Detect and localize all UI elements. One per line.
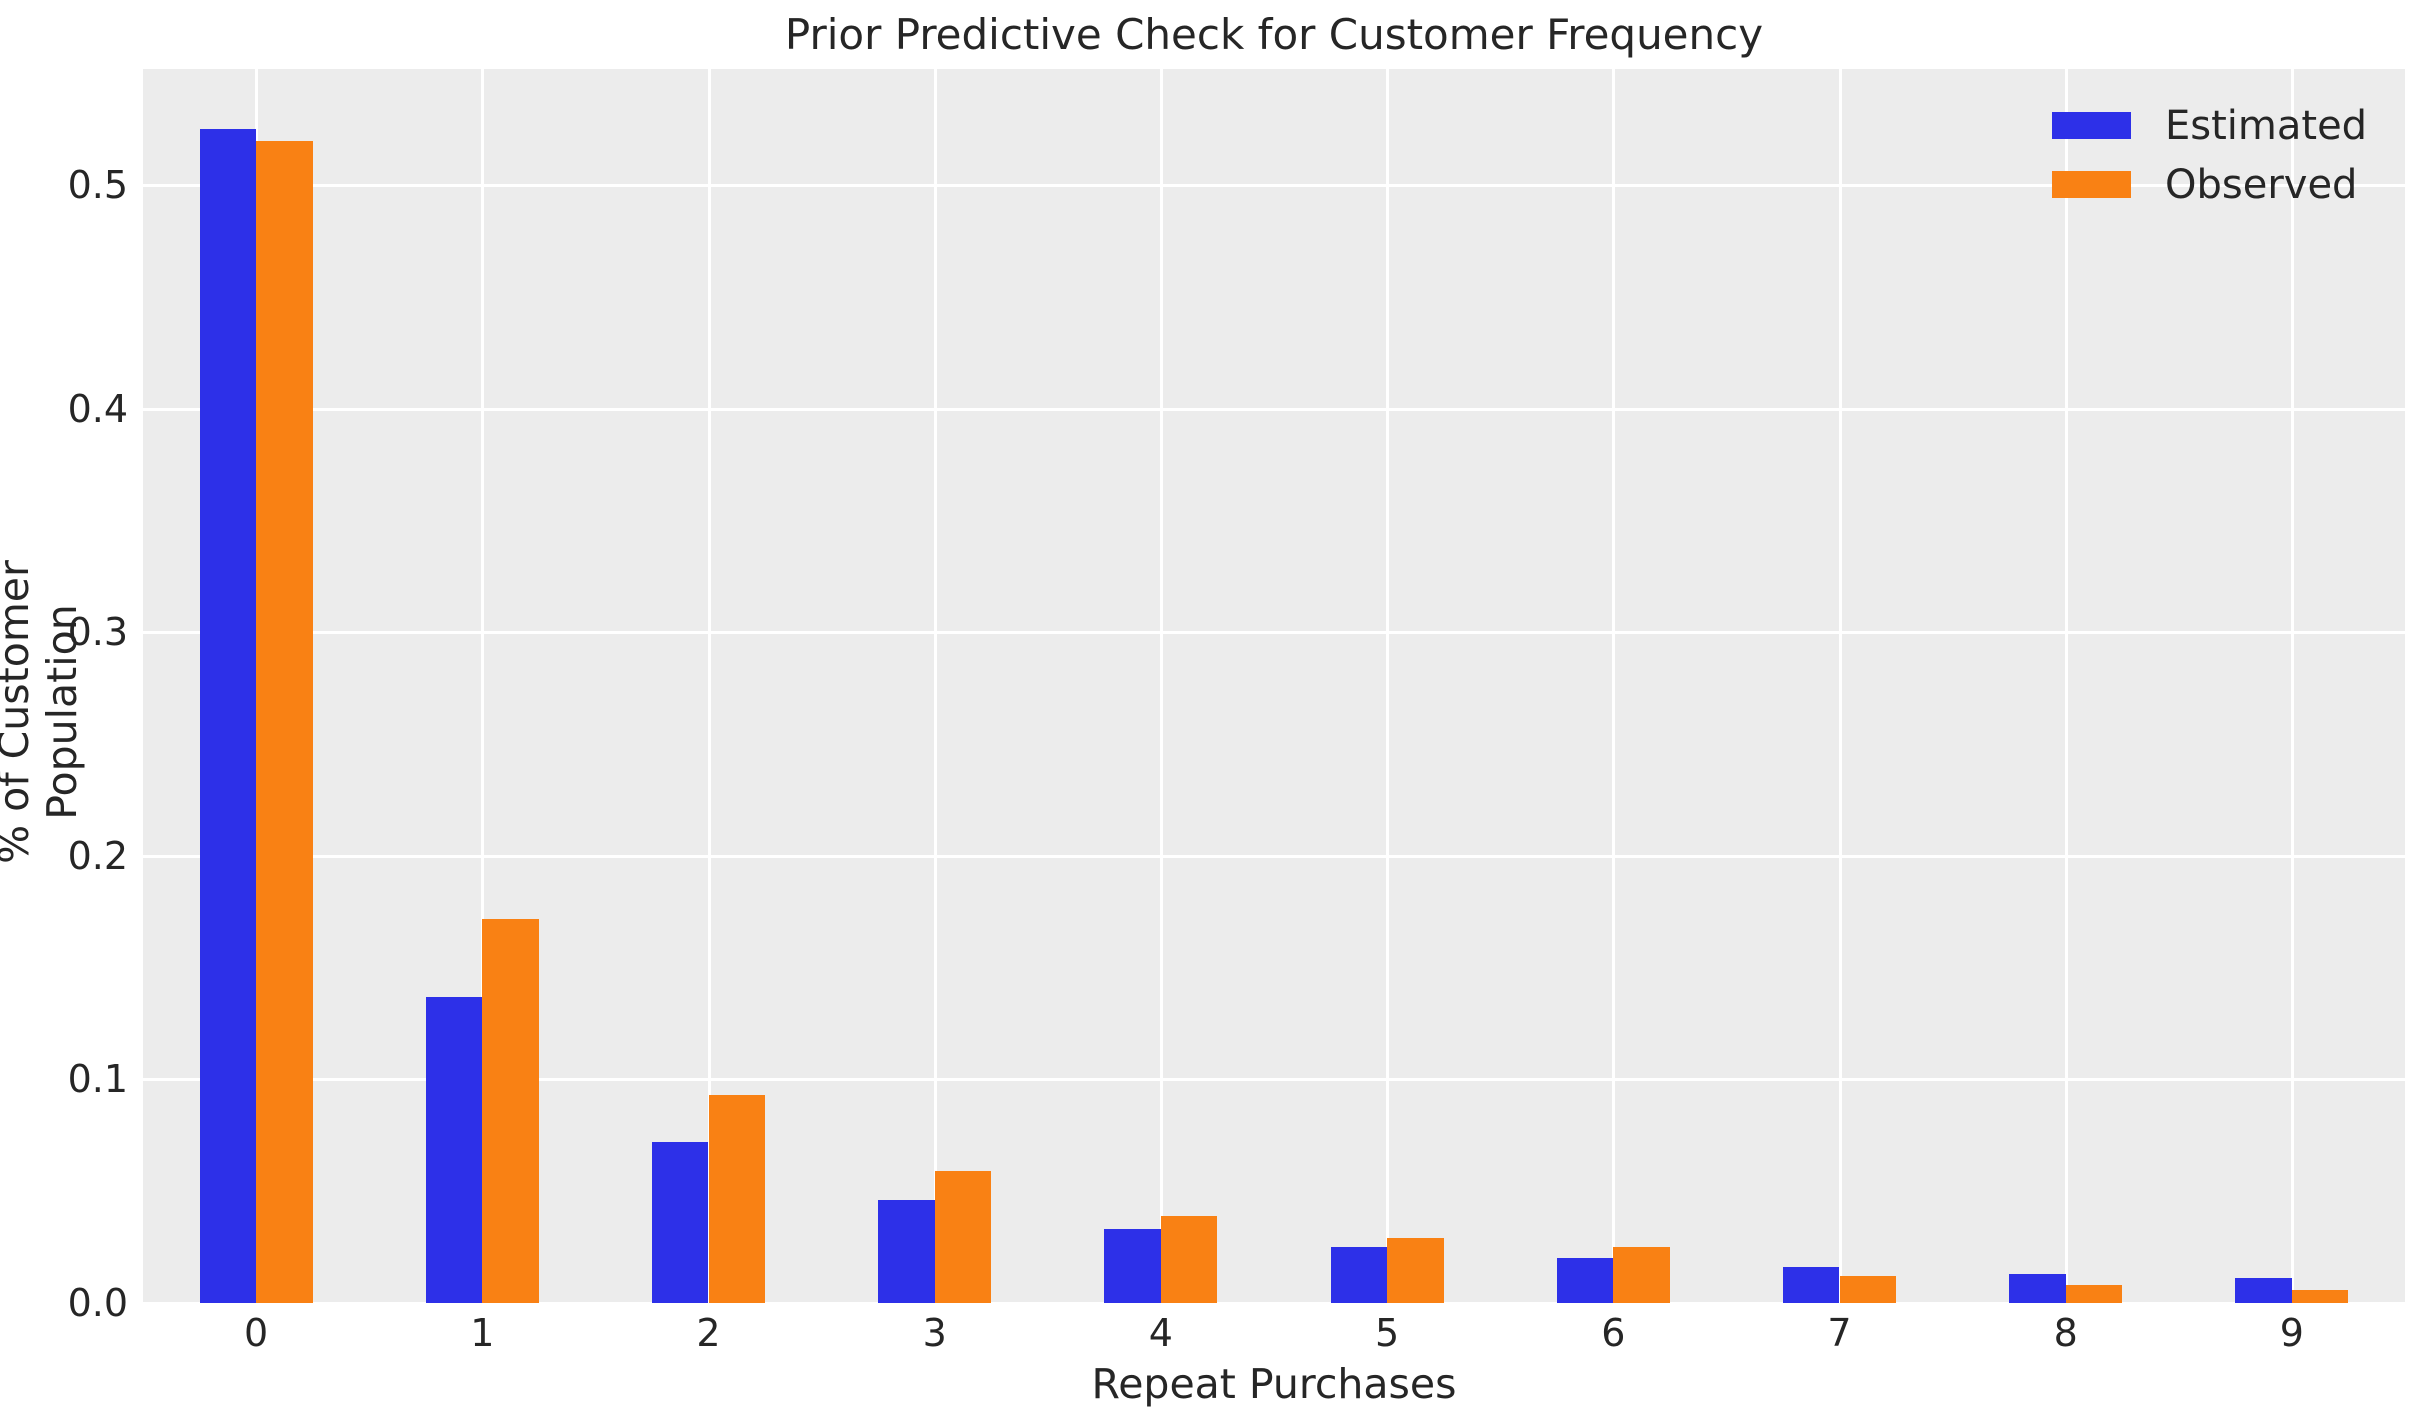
bar-estimated-7 bbox=[1782, 1267, 1840, 1303]
h-gridline-0.5 bbox=[143, 184, 2405, 188]
bar-observed-4 bbox=[1160, 1215, 1218, 1303]
bar-observed-8 bbox=[2065, 1285, 2123, 1303]
y-axis-label: % of Customer Population bbox=[0, 560, 86, 864]
legend: Estimated Observed bbox=[2052, 96, 2367, 214]
x-tick-label-1: 1 bbox=[470, 1311, 495, 1355]
bar-estimated-8 bbox=[2009, 1273, 2066, 1303]
bar-observed-3 bbox=[934, 1171, 992, 1303]
bar-estimated-1 bbox=[425, 996, 483, 1303]
bar-estimated-4 bbox=[1104, 1229, 1161, 1303]
bar-observed-6 bbox=[1613, 1247, 1670, 1303]
plot-area bbox=[143, 69, 2405, 1303]
x-tick-label-8: 8 bbox=[2053, 1311, 2078, 1355]
v-gridline-9 bbox=[2290, 69, 2294, 1303]
v-gridline-4 bbox=[1159, 69, 1163, 1303]
y-tick-label-0.1: 0.1 bbox=[67, 1057, 128, 1102]
v-gridline-6 bbox=[1612, 69, 1616, 1303]
x-tick-label-3: 3 bbox=[922, 1311, 947, 1355]
legend-label-estimated: Estimated bbox=[2165, 102, 2368, 149]
legend-swatch-estimated-icon bbox=[2052, 112, 2131, 139]
h-gridline-0.3 bbox=[143, 631, 2405, 635]
legend-item-estimated: Estimated bbox=[2052, 96, 2367, 155]
v-gridline-5 bbox=[1386, 69, 1390, 1303]
bar-observed-1 bbox=[482, 918, 539, 1303]
y-tick-label-0.2: 0.2 bbox=[67, 833, 128, 878]
legend-label-observed: Observed bbox=[2165, 161, 2358, 208]
v-gridline-2 bbox=[707, 69, 711, 1303]
bar-estimated-5 bbox=[1330, 1247, 1388, 1303]
bar-observed-0 bbox=[256, 140, 313, 1303]
chart-title: Prior Predictive Check for Customer Freq… bbox=[784, 10, 1764, 59]
legend-swatch-observed-icon bbox=[2052, 171, 2131, 198]
h-gridline-0.1 bbox=[143, 1078, 2405, 1082]
legend-item-observed: Observed bbox=[2052, 155, 2367, 214]
y-tick-label-0.3: 0.3 bbox=[67, 610, 128, 655]
v-gridline-1 bbox=[481, 69, 485, 1303]
x-tick-label-4: 4 bbox=[1148, 1311, 1173, 1355]
x-tick-label-2: 2 bbox=[696, 1311, 721, 1355]
h-gridline-0.2 bbox=[143, 854, 2405, 858]
y-tick-label-0.5: 0.5 bbox=[67, 163, 128, 208]
y-tick-label-0.4: 0.4 bbox=[67, 386, 128, 431]
x-tick-label-6: 6 bbox=[1601, 1311, 1626, 1355]
bar-estimated-0 bbox=[199, 129, 257, 1303]
h-gridline-0.4 bbox=[143, 407, 2405, 411]
h-gridline-0.0 bbox=[143, 1302, 2405, 1303]
v-gridline-7 bbox=[1838, 69, 1842, 1303]
bar-observed-2 bbox=[708, 1095, 766, 1303]
bar-observed-7 bbox=[1839, 1276, 1897, 1303]
v-gridline-8 bbox=[2064, 69, 2068, 1303]
bar-estimated-3 bbox=[878, 1200, 935, 1303]
y-tick-label-0.0: 0.0 bbox=[67, 1281, 128, 1325]
bar-estimated-2 bbox=[651, 1142, 709, 1303]
v-gridline-3 bbox=[933, 69, 937, 1303]
x-tick-label-0: 0 bbox=[244, 1311, 269, 1355]
bar-estimated-6 bbox=[1556, 1258, 1614, 1303]
x-tick-label-7: 7 bbox=[1827, 1311, 1852, 1355]
x-tick-label-9: 9 bbox=[2279, 1311, 2304, 1355]
bar-estimated-9 bbox=[2235, 1278, 2292, 1303]
bar-observed-5 bbox=[1387, 1238, 1444, 1303]
x-tick-label-5: 5 bbox=[1375, 1311, 1400, 1355]
x-axis-label: Repeat Purchases bbox=[1091, 1360, 1457, 1408]
bar-observed-9 bbox=[2291, 1289, 2349, 1303]
